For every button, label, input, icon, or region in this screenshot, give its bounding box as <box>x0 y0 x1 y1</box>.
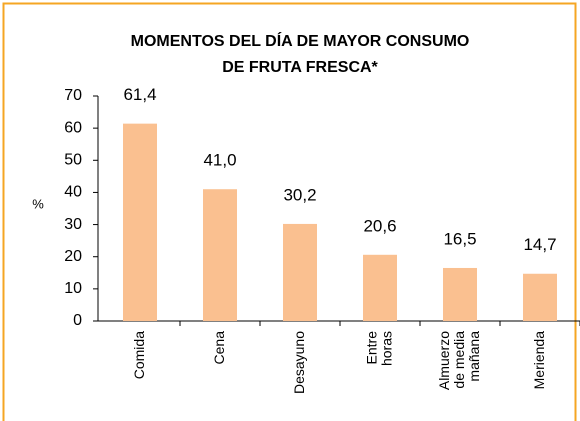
y-tick-label: 70 <box>64 87 82 104</box>
value-label: 30,2 <box>283 185 316 204</box>
value-label: 14,7 <box>523 235 556 254</box>
bar <box>363 254 397 321</box>
chart-title: MOMENTOS DEL DÍA DE MAYOR CONSUMO <box>131 31 470 50</box>
y-tick-label: 40 <box>64 184 82 201</box>
value-label: 16,5 <box>443 229 476 248</box>
x-tick-label: Merienda <box>531 331 547 390</box>
value-label: 61,4 <box>123 85 156 104</box>
value-label: 41,0 <box>203 151 236 170</box>
x-tick-label: Almuerzode mediamañana <box>436 331 482 390</box>
x-tick-label: Comida <box>131 331 147 379</box>
bar <box>523 273 557 321</box>
y-tick-label: 50 <box>64 152 82 169</box>
bar <box>443 267 477 321</box>
x-tick-label: Entrehoras <box>363 331 394 366</box>
y-tick-label: 30 <box>64 216 82 233</box>
bar <box>283 223 317 321</box>
bar <box>123 123 157 322</box>
y-tick-label: 0 <box>73 312 82 329</box>
bar <box>203 189 237 321</box>
value-label: 20,6 <box>363 216 396 235</box>
y-tick-label: 60 <box>64 119 82 136</box>
y-axis-label: % <box>32 196 44 211</box>
y-tick-label: 10 <box>64 280 82 297</box>
x-tick-label: Cena <box>211 331 227 365</box>
x-tick-label: Desayuno <box>291 331 307 394</box>
y-tick-label: 20 <box>64 248 82 265</box>
chart-title: DE FRUTA FRESCA* <box>222 59 378 76</box>
